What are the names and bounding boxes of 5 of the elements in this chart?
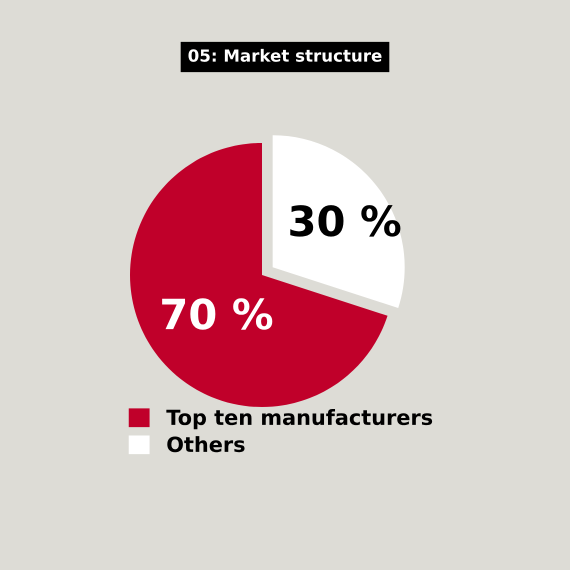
chart-title: 05: Market structure [188,48,382,62]
legend-label: Others [167,436,245,452]
legend-label: Top ten manufacturers [166,409,432,430]
data-label: 70 % [162,298,272,330]
data-label: 30 % [290,205,400,237]
